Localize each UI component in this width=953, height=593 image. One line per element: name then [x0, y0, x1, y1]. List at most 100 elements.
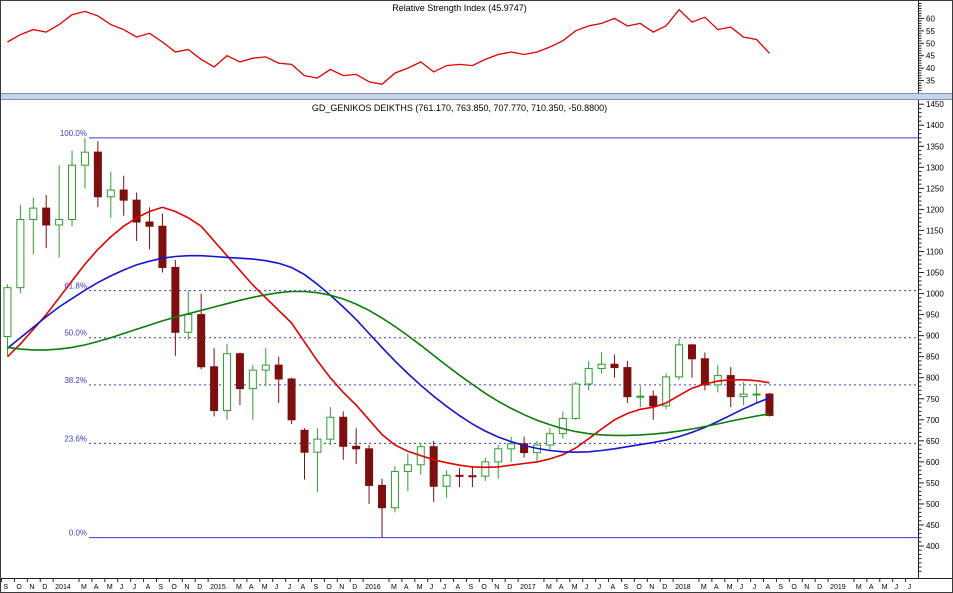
x-axis-label: N [29, 584, 34, 591]
candle-down [352, 445, 361, 450]
candle-up [68, 164, 77, 220]
price-y-axis: 400 450 500 550 600 650 700 750 800 850 900 950 1000… [918, 100, 944, 578]
price-y-axis-label: 800 [926, 374, 940, 383]
x-axis: S O N D 2014 M A M J J A S O N D 2015 M A M J J A S O N D 2016 M A M J… [1, 578, 952, 591]
x-axis-label: A [559, 584, 564, 591]
x-axis-label: S [623, 584, 628, 591]
candle-down [455, 474, 464, 477]
x-axis-label: J [133, 584, 137, 591]
x-axis-label: D [42, 584, 47, 591]
candle-down [42, 207, 51, 226]
panel-splitter[interactable] [1, 93, 952, 100]
candle-down [210, 366, 219, 412]
rsi-y-axis-label: 40 [926, 64, 935, 73]
x-axis-label: A [714, 584, 719, 591]
x-axis-label: S [778, 584, 783, 591]
candle-down [649, 395, 658, 407]
fib-label: 0.0% [69, 529, 87, 538]
x-axis-label: M [856, 584, 862, 591]
x-axis-label: 2017 [520, 584, 536, 591]
candle-up [223, 353, 232, 412]
x-axis-label: N [494, 584, 499, 591]
candle-up [752, 393, 761, 396]
fib-label: 100.0% [60, 129, 87, 138]
x-axis-label: A [404, 584, 409, 591]
fib-label: 38.2% [64, 376, 87, 385]
rsi-y-axis-label: 50 [926, 39, 935, 48]
candle-up [597, 363, 606, 369]
rsi-y-axis-label: 35 [926, 77, 935, 86]
x-axis-label: D [507, 584, 512, 591]
price-y-axis-label: 900 [926, 332, 940, 341]
candle-down [119, 189, 128, 201]
x-axis-label: A [249, 584, 254, 591]
candle-down [235, 353, 244, 390]
price-y-axis-label: 450 [926, 521, 940, 530]
x-axis-label: S [4, 584, 9, 591]
x-axis-label: J [740, 584, 744, 591]
candle-down [365, 448, 374, 486]
candle-up [326, 416, 335, 440]
x-axis-label: J [120, 584, 124, 591]
x-axis-label: M [701, 584, 707, 591]
candle-up [55, 219, 64, 226]
x-axis-label: 2015 [210, 584, 226, 591]
price-y-axis-label: 1300 [926, 163, 944, 172]
x-axis-label: M [417, 584, 423, 591]
x-axis-label: M [727, 584, 733, 591]
candle-down [429, 446, 438, 487]
x-axis-label: D [197, 584, 202, 591]
ma-fast-red [6, 206, 770, 469]
x-axis-label: O [171, 584, 177, 591]
price-y-axis-label: 1250 [926, 184, 944, 193]
x-axis-label: 2016 [365, 584, 381, 591]
candle-down [468, 475, 477, 478]
candle-down [623, 367, 632, 398]
candle-down [610, 363, 619, 369]
candle-down [171, 266, 180, 333]
fib-label: 50.0% [64, 329, 87, 338]
candle-up [106, 189, 115, 198]
x-axis-label: J [598, 584, 602, 591]
price-y-axis-label: 650 [926, 437, 940, 446]
candle-up [442, 474, 451, 487]
candle-up [494, 448, 503, 463]
candle-down [300, 429, 309, 453]
candle-up [313, 438, 322, 453]
price-y-axis-label: 1350 [926, 142, 944, 151]
x-axis-label: A [301, 584, 306, 591]
x-axis-label: D [817, 584, 822, 591]
x-axis-label: A [94, 584, 99, 591]
ma-medium-blue [6, 254, 770, 454]
candle-down [274, 364, 283, 380]
candle-down [145, 221, 154, 227]
x-axis-label: O [636, 584, 642, 591]
x-axis-label: N [649, 584, 654, 591]
x-axis-label: J [585, 584, 589, 591]
candle-down [132, 199, 141, 223]
rsi-plot[interactable] [1, 1, 918, 93]
x-axis-label: J [430, 584, 434, 591]
candle-up [390, 471, 399, 509]
candle-up [248, 369, 257, 390]
x-axis-label: 2014 [55, 584, 71, 591]
candle-up [739, 393, 748, 398]
candle-up [571, 383, 580, 420]
price-plot[interactable]: 100.0% 61.8% 50.0% 38.2% 23.6% 0.0% [1, 100, 918, 578]
candle-down [687, 344, 696, 360]
x-axis-label: M [882, 584, 888, 591]
price-y-axis-label: 600 [926, 458, 940, 467]
rsi-y-axis-label: 55 [926, 27, 935, 36]
price-y-axis-label: 1450 [926, 100, 944, 109]
candle-down [93, 151, 102, 198]
x-axis-label: A [146, 584, 151, 591]
price-y-axis-label: 850 [926, 353, 940, 362]
candle-down [158, 225, 167, 268]
candle-up [507, 443, 516, 450]
x-axis-label: M [572, 584, 578, 591]
candle-up [584, 367, 593, 385]
candle-up [558, 418, 567, 435]
x-axis-label: A [766, 584, 771, 591]
candle-up [662, 376, 671, 407]
